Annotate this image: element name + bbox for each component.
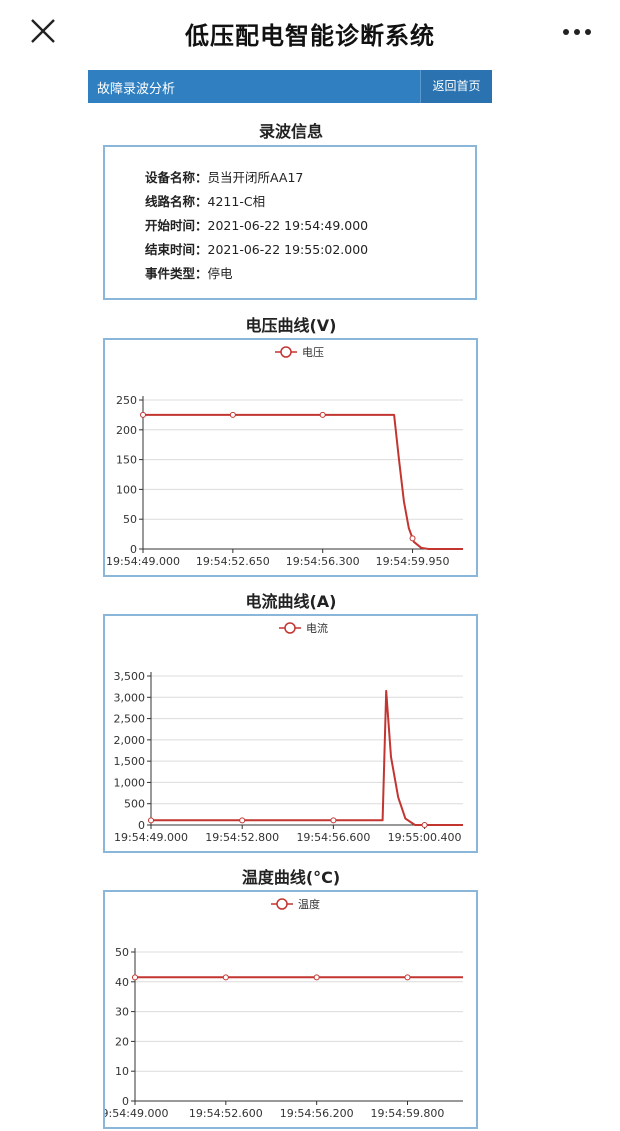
- x-tick-label: 19:54:52.600: [189, 1107, 263, 1120]
- data-point: [229, 411, 236, 418]
- y-tick-label: 2,500: [114, 713, 146, 726]
- voltage-chart-card: 电压 0 50 100 150 200 250 19:54:49.000 19:54:52.65…: [103, 338, 478, 577]
- legend-marker: [276, 898, 288, 910]
- nav-bar: 故障录波分析 返回首页: [88, 70, 492, 103]
- page-title: 低压配电智能诊断系统: [185, 22, 435, 50]
- legend-marker: [284, 622, 296, 634]
- y-tick-label: 50: [123, 513, 137, 526]
- y-tick-label: 0: [122, 1095, 129, 1108]
- info-key: 开始时间：: [145, 218, 208, 233]
- info-key: 设备名称：: [145, 170, 208, 185]
- y-tick-label: 10: [115, 1065, 129, 1078]
- y-tick-label: 0: [130, 543, 137, 556]
- x-tick-label: 19:54:56.600: [296, 831, 370, 844]
- series-line: [151, 689, 463, 826]
- x-tick-label: 19:55:00.400: [388, 831, 462, 844]
- series-line: [143, 413, 463, 550]
- y-tick-label: 250: [116, 394, 137, 407]
- info-row-line: 线路名称：4211-C相: [145, 191, 265, 210]
- y-tick-label: 100: [116, 483, 137, 496]
- voltage-chart-title: 电压曲线(V): [245, 316, 337, 335]
- legend-label: 电流: [306, 621, 328, 635]
- y-tick-label: 30: [115, 1006, 129, 1019]
- y-tick-label: 40: [115, 976, 129, 989]
- info-row-event-type: 事件类型：停电: [145, 263, 233, 282]
- x-tick-label: 19:54:52.650: [196, 555, 270, 568]
- info-value: 停电: [207, 266, 233, 281]
- info-value: 2021-06-22 19:55:02.000: [207, 242, 369, 257]
- temperature-chart-title: 温度曲线(°C): [241, 868, 341, 887]
- y-tick-label: 1,500: [114, 755, 146, 768]
- info-row-start-time: 开始时间：2021-06-22 19:54:49.000: [145, 215, 368, 234]
- info-value: 2021-06-22 19:54:49.000: [207, 218, 369, 233]
- y-tick-label: 20: [115, 1035, 129, 1048]
- data-point: [330, 817, 337, 824]
- data-point: [148, 817, 154, 824]
- record-info-card: 设备名称：员当开闭所AA17 线路名称：4211-C相 开始时间：2021-06…: [103, 145, 477, 300]
- back-home-button[interactable]: 返回首页: [420, 70, 492, 103]
- data-point: [404, 974, 411, 981]
- data-point: [409, 535, 416, 542]
- info-row-device: 设备名称：员当开闭所AA17: [145, 167, 303, 186]
- x-tick-label: 19:54:52.800: [205, 831, 279, 844]
- legend-label: 电压: [302, 346, 324, 359]
- y-tick-label: 50: [115, 946, 129, 959]
- legend-marker: [280, 346, 292, 358]
- info-key: 线路名称：: [145, 194, 208, 209]
- current-chart-card: 电流 0 500 1,000 1,500 2,000 2,500 3,000 3,500 19:5…: [103, 614, 478, 853]
- current-line-chart: 电流 0 500 1,000 1,500 2,000 2,500 3,000 3,500 19:5…: [114, 621, 463, 844]
- data-point: [239, 817, 246, 824]
- current-chart-title: 电流曲线(A): [245, 592, 337, 611]
- y-tick-label: 200: [116, 424, 137, 437]
- data-point: [132, 974, 138, 981]
- y-tick-label: 500: [124, 798, 145, 811]
- data-point: [222, 974, 229, 981]
- y-tick-label: 2,000: [114, 734, 146, 747]
- y-tick-label: 0: [138, 819, 145, 832]
- x-tick-label: 19:54:59.950: [376, 555, 450, 568]
- x-tick-label: 19:54:59.800: [371, 1107, 445, 1120]
- close-icon[interactable]: [28, 16, 58, 46]
- app-header: 低压配电智能诊断系统: [0, 0, 620, 64]
- y-tick-label: 150: [116, 454, 137, 467]
- data-point: [421, 822, 428, 828]
- x-tick-label: 19:54:56.300: [286, 555, 360, 568]
- x-tick-label: 19:54:49.000: [106, 555, 180, 568]
- info-row-end-time: 结束时间：2021-06-22 19:55:02.000: [145, 239, 368, 258]
- info-key: 结束时间：: [145, 242, 208, 257]
- legend-label: 温度: [298, 897, 320, 911]
- x-tick-label: 9:54:49.000: [105, 1107, 168, 1120]
- x-tick-label: 19:54:49.000: [114, 831, 188, 844]
- nav-title: 故障录波分析: [97, 82, 176, 97]
- y-tick-label: 3,500: [114, 670, 146, 683]
- info-value: 4211-C相: [207, 194, 266, 209]
- x-tick-label: 19:54:56.200: [280, 1107, 354, 1120]
- y-tick-label: 1,000: [114, 776, 146, 789]
- data-point: [140, 411, 146, 418]
- temperature-chart-card: 温度 0 10 20 30 40 50 9:54:49.000 19:54:52.600 19:5…: [103, 890, 478, 1129]
- record-info-title: 录波信息: [258, 122, 323, 141]
- data-point: [319, 411, 326, 418]
- more-horizontal-icon[interactable]: [560, 20, 594, 44]
- info-value: 员当开闭所AA17: [207, 170, 304, 185]
- data-point: [313, 974, 320, 981]
- temperature-line-chart: 温度 0 10 20 30 40 50 9:54:49.000 19:54:52.600 19:5…: [105, 897, 463, 1120]
- info-key: 事件类型：: [145, 266, 208, 281]
- y-tick-label: 3,000: [114, 691, 146, 704]
- voltage-line-chart: 电压 0 50 100 150 200 250 19:54:49.000 19:54:52.65…: [106, 346, 463, 568]
